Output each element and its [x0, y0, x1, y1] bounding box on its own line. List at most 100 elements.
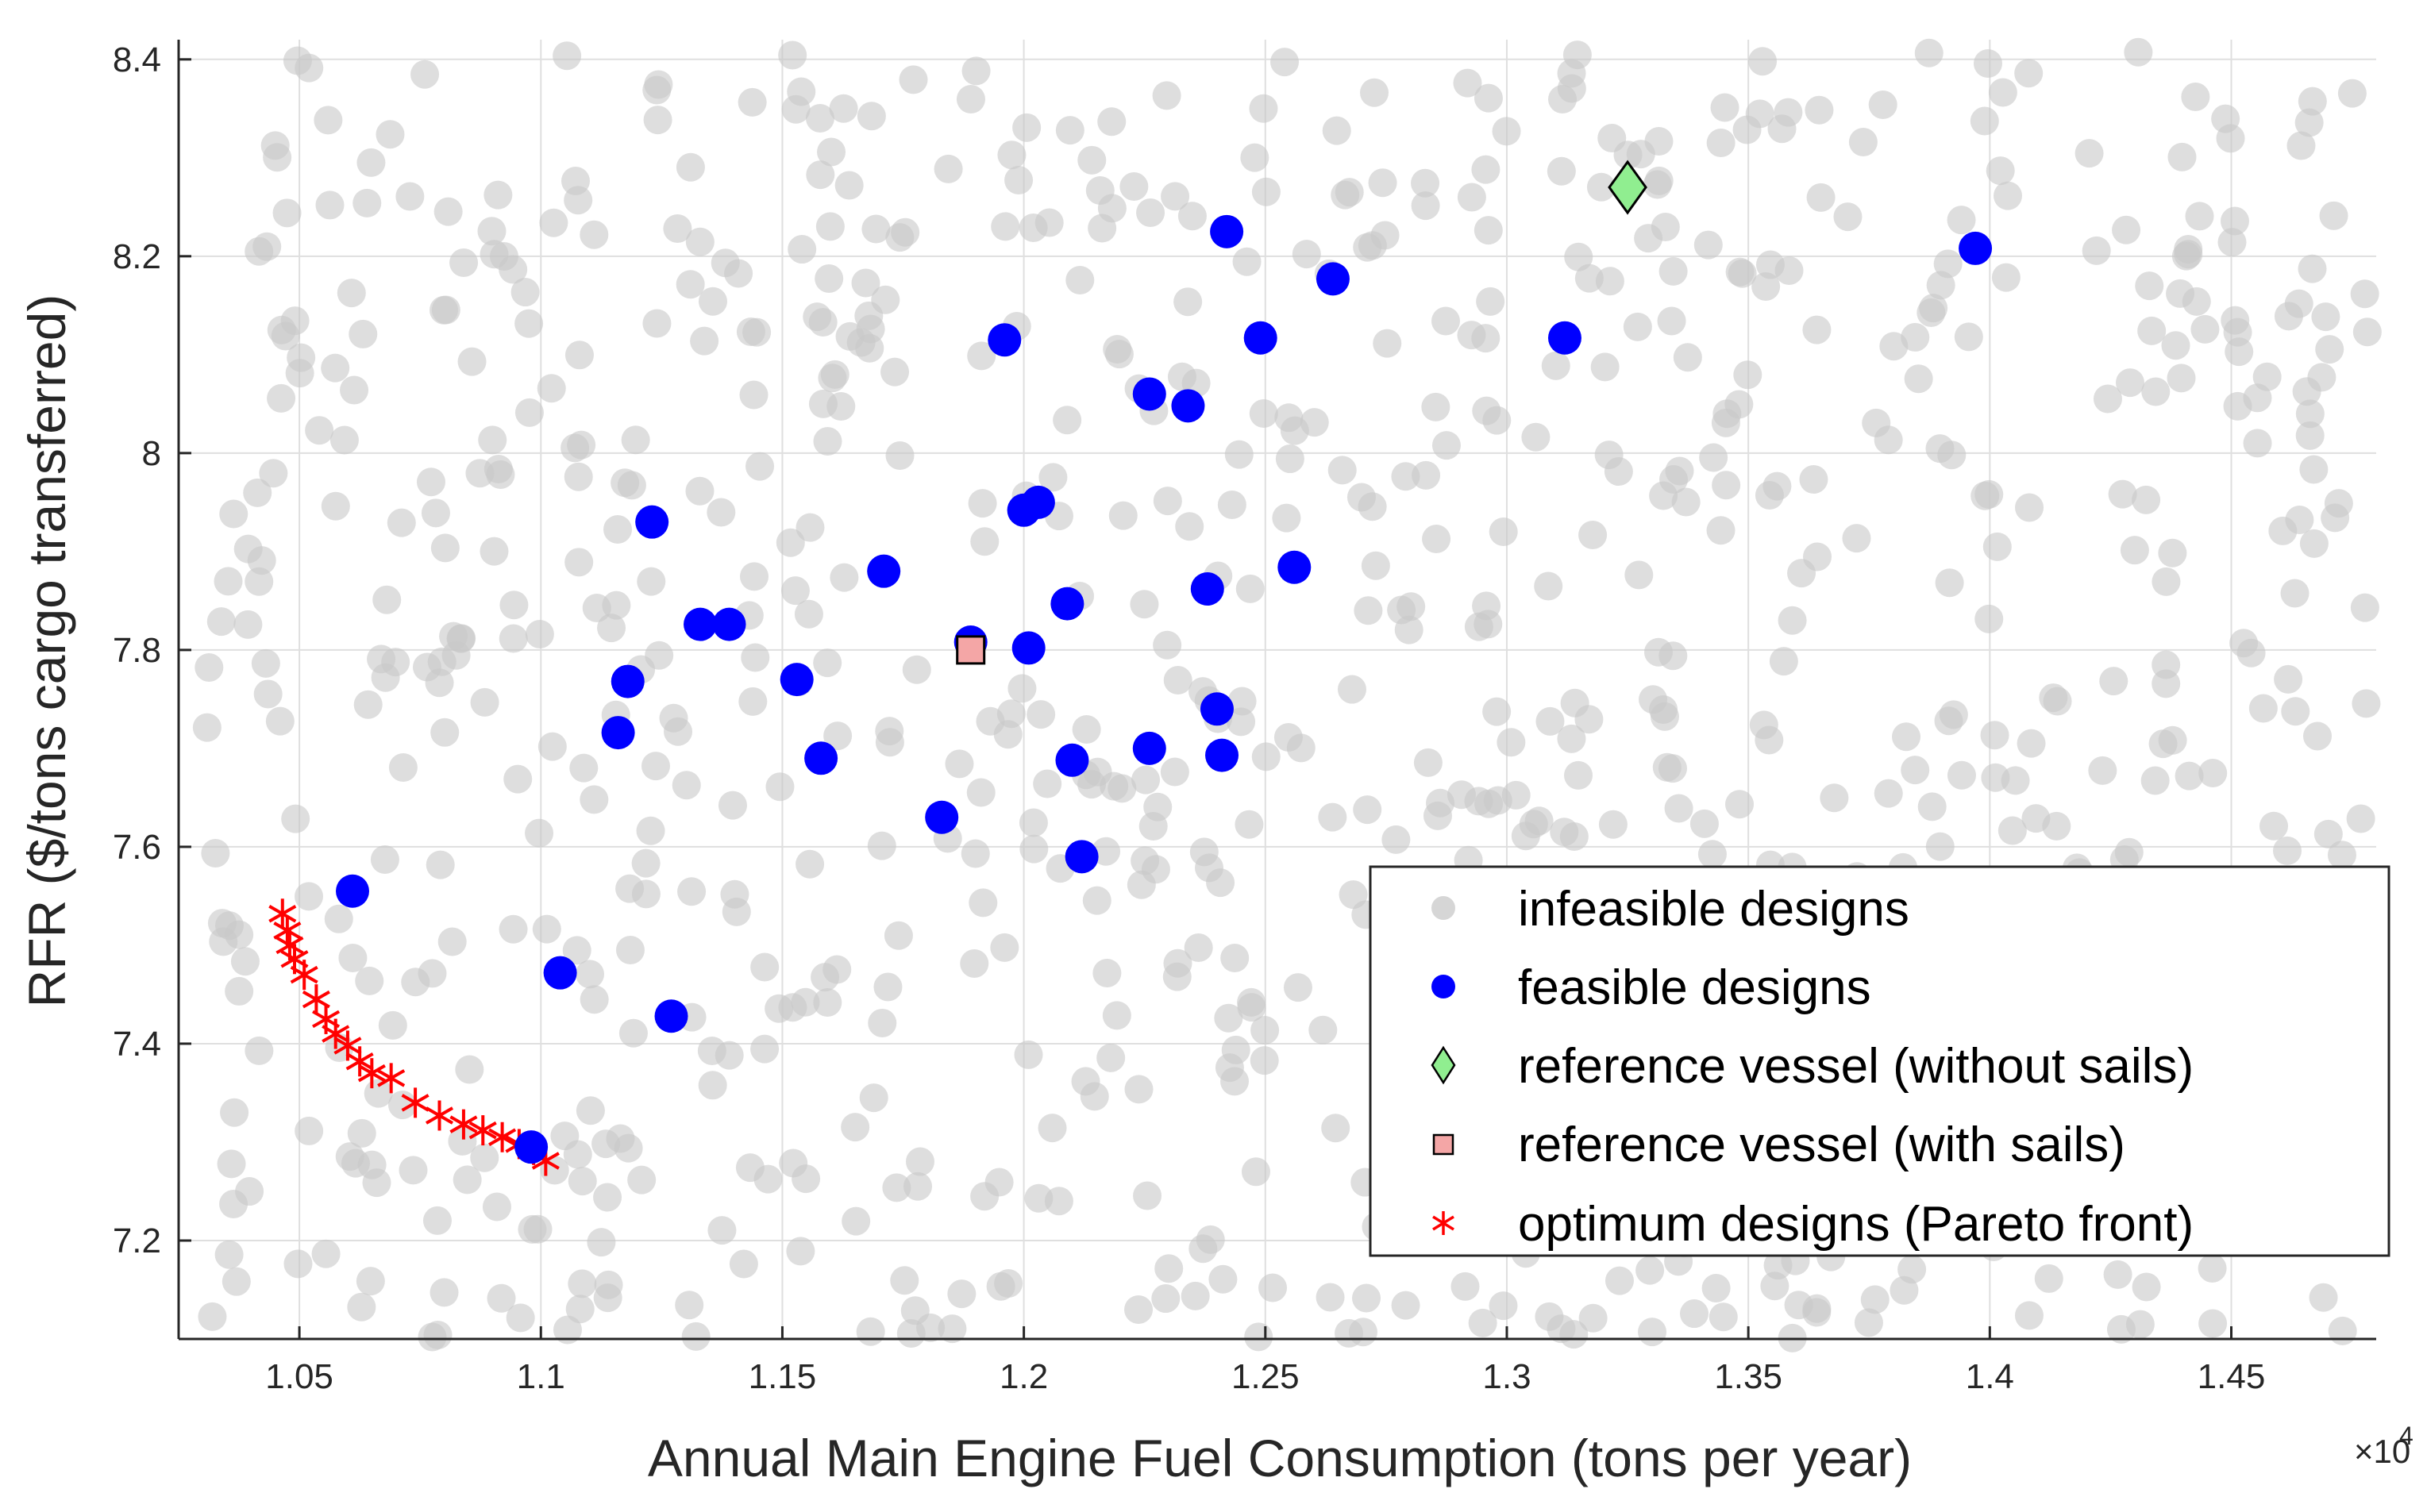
infeasible-point [201, 838, 230, 868]
infeasible-point [235, 1177, 264, 1206]
infeasible-point [2115, 368, 2144, 398]
infeasible-point [990, 933, 1019, 962]
infeasible-point [857, 102, 886, 131]
infeasible-point [1680, 1299, 1709, 1329]
infeasible-point [324, 904, 353, 933]
infeasible-point [1065, 266, 1095, 295]
reference-without-sails-point [1608, 160, 1647, 215]
infeasible-point [447, 624, 476, 653]
infeasible-point [1534, 571, 1563, 601]
infeasible-point [621, 425, 650, 455]
infeasible-point [1413, 748, 1443, 777]
x-exponent-power: 4 [2399, 1422, 2414, 1450]
infeasible-point [480, 537, 509, 566]
infeasible-point [1535, 706, 1565, 736]
infeasible-point [563, 1140, 592, 1169]
infeasible-point [510, 278, 540, 307]
infeasible-point [1497, 728, 1526, 757]
infeasible-point [1755, 480, 1784, 510]
infeasible-point [1108, 774, 1137, 803]
infeasible-point [720, 879, 749, 909]
infeasible-point [741, 643, 770, 672]
infeasible-point [281, 804, 310, 833]
infeasible-point [597, 614, 626, 643]
infeasible-point [945, 749, 974, 779]
infeasible-point [453, 1165, 482, 1195]
infeasible-point [724, 259, 753, 288]
infeasible-point [2132, 1272, 2161, 1302]
infeasible-point [1373, 329, 1402, 358]
infeasible-point [1935, 568, 1964, 598]
pareto-point [273, 915, 302, 946]
infeasible-point [1053, 406, 1082, 435]
infeasible-point [1411, 168, 1440, 198]
infeasible-point [1102, 1001, 1131, 1030]
infeasible-point [830, 563, 859, 592]
infeasible-point [1658, 256, 1688, 286]
infeasible-point [2175, 761, 2204, 791]
infeasible-point [960, 948, 989, 978]
feasible-point [1132, 731, 1166, 765]
infeasible-point [2198, 1253, 2227, 1283]
infeasible-point [676, 270, 705, 299]
infeasible-point [1152, 81, 1181, 110]
infeasible-point [245, 567, 274, 596]
infeasible-point [2299, 455, 2329, 484]
infeasible-point [1077, 145, 1107, 175]
infeasible-point [1901, 756, 1930, 785]
infeasible-point [564, 548, 594, 577]
feasible-point [1171, 389, 1205, 423]
pareto-point [449, 1109, 478, 1140]
pareto-point [322, 1018, 350, 1049]
infeasible-point [1286, 733, 1316, 763]
feasible-point [543, 956, 577, 990]
infeasible-point [1321, 1114, 1350, 1143]
legend-item-infeasible: infeasible designs [1431, 882, 1909, 937]
infeasible-point [314, 106, 343, 135]
feasible-point [1190, 572, 1224, 606]
infeasible-point [1634, 224, 1663, 253]
infeasible-point [295, 1116, 324, 1145]
infeasible-point [729, 1249, 758, 1279]
infeasible-point [2259, 811, 2289, 841]
infeasible-point [947, 1279, 977, 1309]
infeasible-point [378, 1010, 407, 1040]
infeasible-point [1119, 172, 1149, 202]
infeasible-point [627, 1165, 657, 1195]
infeasible-point [1559, 1320, 1589, 1349]
infeasible-point [1033, 769, 1062, 798]
infeasible-point [1153, 487, 1182, 516]
infeasible-point [219, 499, 248, 529]
infeasible-point [2274, 302, 2303, 331]
infeasible-point [813, 988, 842, 1018]
pareto-point [357, 1058, 386, 1089]
legend-marker-asterisk [1432, 1211, 1454, 1235]
infeasible-point [252, 232, 282, 261]
feasible-point [1065, 840, 1099, 874]
infeasible-point [1474, 83, 1503, 113]
infeasible-point [470, 687, 499, 717]
infeasible-point [1352, 1283, 1381, 1313]
infeasible-point [2190, 314, 2220, 344]
infeasible-point [2108, 479, 2137, 509]
infeasible-point [643, 106, 672, 135]
infeasible-point [991, 212, 1020, 241]
infeasible-point [430, 1278, 459, 1307]
infeasible-point [347, 1118, 376, 1148]
infeasible-point [1557, 724, 1586, 753]
infeasible-point [267, 383, 296, 413]
infeasible-point [1767, 114, 1797, 144]
infeasible-point [1237, 987, 1266, 1017]
infeasible-point [1411, 191, 1440, 221]
infeasible-point [1007, 674, 1037, 703]
infeasible-point [388, 752, 418, 782]
infeasible-point [2158, 538, 2187, 567]
infeasible-point [1370, 221, 1400, 250]
infeasible-point [938, 1314, 967, 1344]
infeasible-point [1368, 168, 1397, 198]
infeasible-point [1308, 1015, 1338, 1045]
infeasible-point [477, 217, 507, 246]
infeasible-point [961, 839, 990, 868]
infeasible-point [1104, 340, 1134, 369]
infeasible-point [1163, 666, 1192, 695]
